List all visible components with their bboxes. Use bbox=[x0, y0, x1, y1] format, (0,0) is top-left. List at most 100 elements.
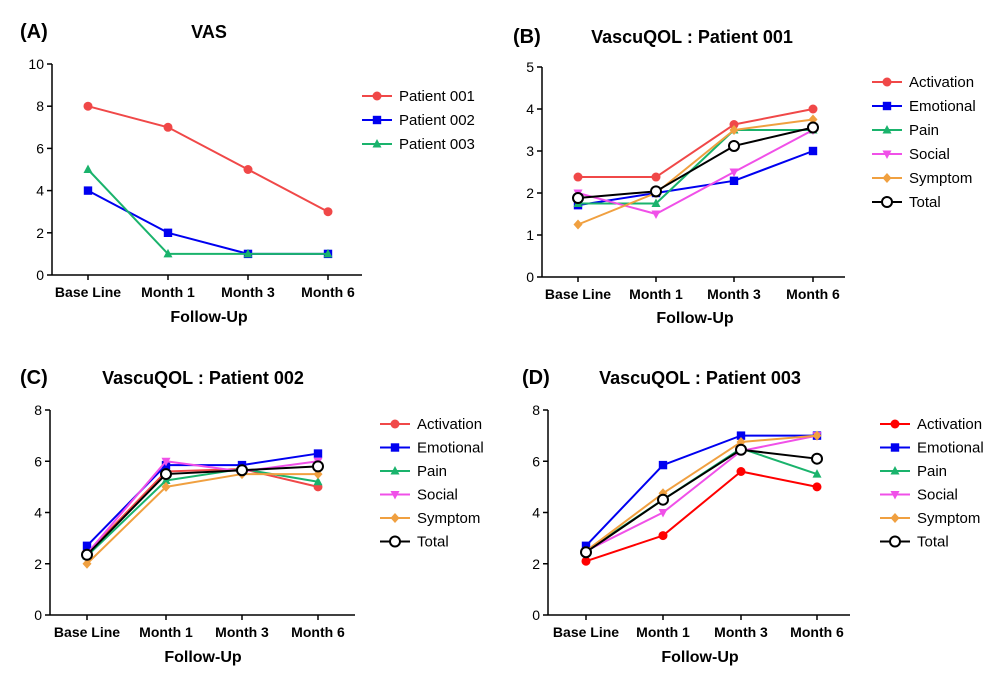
data-point-total bbox=[160, 468, 172, 481]
x-axis-title: Follow-Up bbox=[164, 649, 242, 666]
data-point-total bbox=[580, 546, 592, 559]
data-point-patient-003 bbox=[323, 248, 333, 258]
legend-marker bbox=[882, 150, 892, 159]
legend-label: Patient 002 bbox=[399, 112, 475, 129]
legend-label: Symptom bbox=[917, 510, 980, 527]
legend-item-pain: Pain bbox=[880, 463, 947, 480]
x-tick-label: Month 1 bbox=[141, 284, 195, 300]
data-point-emotional bbox=[82, 541, 92, 551]
series-line-activation bbox=[585, 470, 818, 563]
series-line-pain bbox=[585, 447, 818, 552]
series-total bbox=[572, 121, 819, 205]
legend-item-social: Social bbox=[380, 487, 458, 504]
y-tick-label: 0 bbox=[526, 269, 534, 285]
legend-marker bbox=[882, 101, 892, 111]
series-line-total bbox=[577, 126, 814, 200]
legend-marker bbox=[890, 466, 900, 475]
data-point-patient-001 bbox=[163, 122, 173, 132]
series-line-emotional bbox=[577, 150, 814, 207]
legend-label: Pain bbox=[417, 463, 447, 480]
legend: Patient 001 Patient 002 Patient 003 bbox=[362, 88, 475, 153]
y-tick-label: 3 bbox=[526, 143, 534, 159]
data-point-social bbox=[658, 509, 668, 518]
legend-marker bbox=[890, 513, 900, 523]
x-tick-label: Month 3 bbox=[215, 624, 269, 640]
legend-marker bbox=[390, 443, 400, 452]
chart-panel-b: (B) VascuQOL : Patient 001 Follow-Up 0 1 2… bbox=[513, 26, 976, 327]
y-tick-label: 6 bbox=[532, 453, 540, 469]
x-tick-label: Base Line bbox=[553, 624, 619, 640]
legend-label: Pain bbox=[917, 463, 947, 480]
data-point-emotional bbox=[581, 541, 591, 551]
legend-item-pain: Pain bbox=[380, 463, 447, 480]
series-social bbox=[573, 126, 818, 219]
legend-marker bbox=[889, 535, 901, 548]
y-tick-label: 1 bbox=[526, 227, 534, 243]
y-tick-label: 2 bbox=[526, 185, 534, 201]
legend-marker bbox=[890, 419, 900, 429]
legend-label: Symptom bbox=[417, 510, 480, 527]
data-point-total bbox=[728, 139, 740, 152]
data-point-patient-002 bbox=[163, 228, 173, 237]
y-tick-label: 4 bbox=[526, 101, 534, 117]
data-point-patient-001 bbox=[83, 101, 93, 111]
series-symptom bbox=[581, 430, 822, 556]
chart-panel-a: (A) VAS Follow-Up 0 2 4 6 8 10 Base Line Month … bbox=[20, 21, 475, 326]
data-point-emotional bbox=[313, 449, 323, 458]
series-line-patient-002 bbox=[87, 189, 328, 255]
legend: Activation Emotional Pain Social Symptom Tota… bbox=[880, 416, 984, 551]
data-point-patient-003 bbox=[83, 164, 93, 173]
data-point-activation bbox=[808, 104, 818, 114]
legend-item-total: Total bbox=[880, 534, 949, 551]
data-point-activation bbox=[573, 172, 583, 182]
data-point-emotional bbox=[736, 431, 746, 440]
legend-marker bbox=[890, 443, 900, 452]
y-tick-label: 4 bbox=[36, 183, 44, 199]
data-point-total bbox=[572, 192, 584, 205]
legend-marker bbox=[390, 466, 400, 475]
legend-item-total: Total bbox=[872, 194, 941, 211]
series-line-total bbox=[86, 465, 319, 556]
series-line-activation bbox=[578, 108, 814, 179]
series-patient-002 bbox=[83, 186, 333, 259]
data-point-symptom bbox=[573, 219, 583, 230]
y-tick-label: 0 bbox=[34, 607, 42, 623]
y-tick-label: 4 bbox=[34, 505, 42, 521]
x-tick-label: Month 1 bbox=[636, 624, 690, 640]
data-point-total bbox=[81, 548, 93, 561]
x-axis-title: Follow-Up bbox=[661, 649, 739, 666]
legend-label: Total bbox=[909, 194, 941, 211]
chart-panel-d: (D) VascuQOL : Patient 003 Follow-Up 0 2 4… bbox=[522, 367, 984, 666]
legend-label: Total bbox=[417, 534, 449, 551]
data-point-total bbox=[650, 185, 662, 198]
legend: Activation Emotional Pain Social Symptom Tota… bbox=[380, 416, 484, 551]
legend-item-activation: Activation bbox=[880, 416, 982, 433]
series-line-activation bbox=[86, 467, 319, 555]
data-point-emotional bbox=[729, 176, 739, 186]
series-line-social bbox=[86, 460, 319, 555]
legend-label: Patient 001 bbox=[399, 88, 475, 105]
y-tick-label: 6 bbox=[36, 140, 44, 156]
legend-label: Activation bbox=[417, 416, 482, 433]
legend-item-social: Social bbox=[880, 487, 958, 504]
legend-item-activation: Activation bbox=[380, 416, 482, 433]
x-axis-title: Follow-Up bbox=[170, 309, 248, 326]
legend-label: Social bbox=[917, 487, 958, 504]
legend-item-emotional: Emotional bbox=[380, 440, 484, 457]
legend-marker bbox=[882, 125, 892, 134]
data-point-activation bbox=[736, 467, 746, 476]
x-tick-label: Month 3 bbox=[707, 286, 761, 302]
legend-marker bbox=[890, 491, 900, 500]
x-tick-label: Month 6 bbox=[786, 286, 840, 302]
data-point-social bbox=[161, 457, 171, 467]
x-tick-label: Month 6 bbox=[291, 624, 345, 640]
series-total bbox=[580, 443, 823, 559]
legend-label: Emotional bbox=[909, 98, 976, 115]
x-tick-label: Base Line bbox=[54, 624, 120, 640]
legend-marker bbox=[372, 91, 382, 101]
plot-area: 0 1 2 3 4 5 Base Line Month 1 Month 3 Month 6 bbox=[526, 59, 845, 302]
data-point-total bbox=[735, 443, 747, 456]
x-tick-label: Month 1 bbox=[629, 286, 683, 302]
data-point-emotional bbox=[808, 146, 818, 156]
legend-marker bbox=[390, 491, 400, 500]
